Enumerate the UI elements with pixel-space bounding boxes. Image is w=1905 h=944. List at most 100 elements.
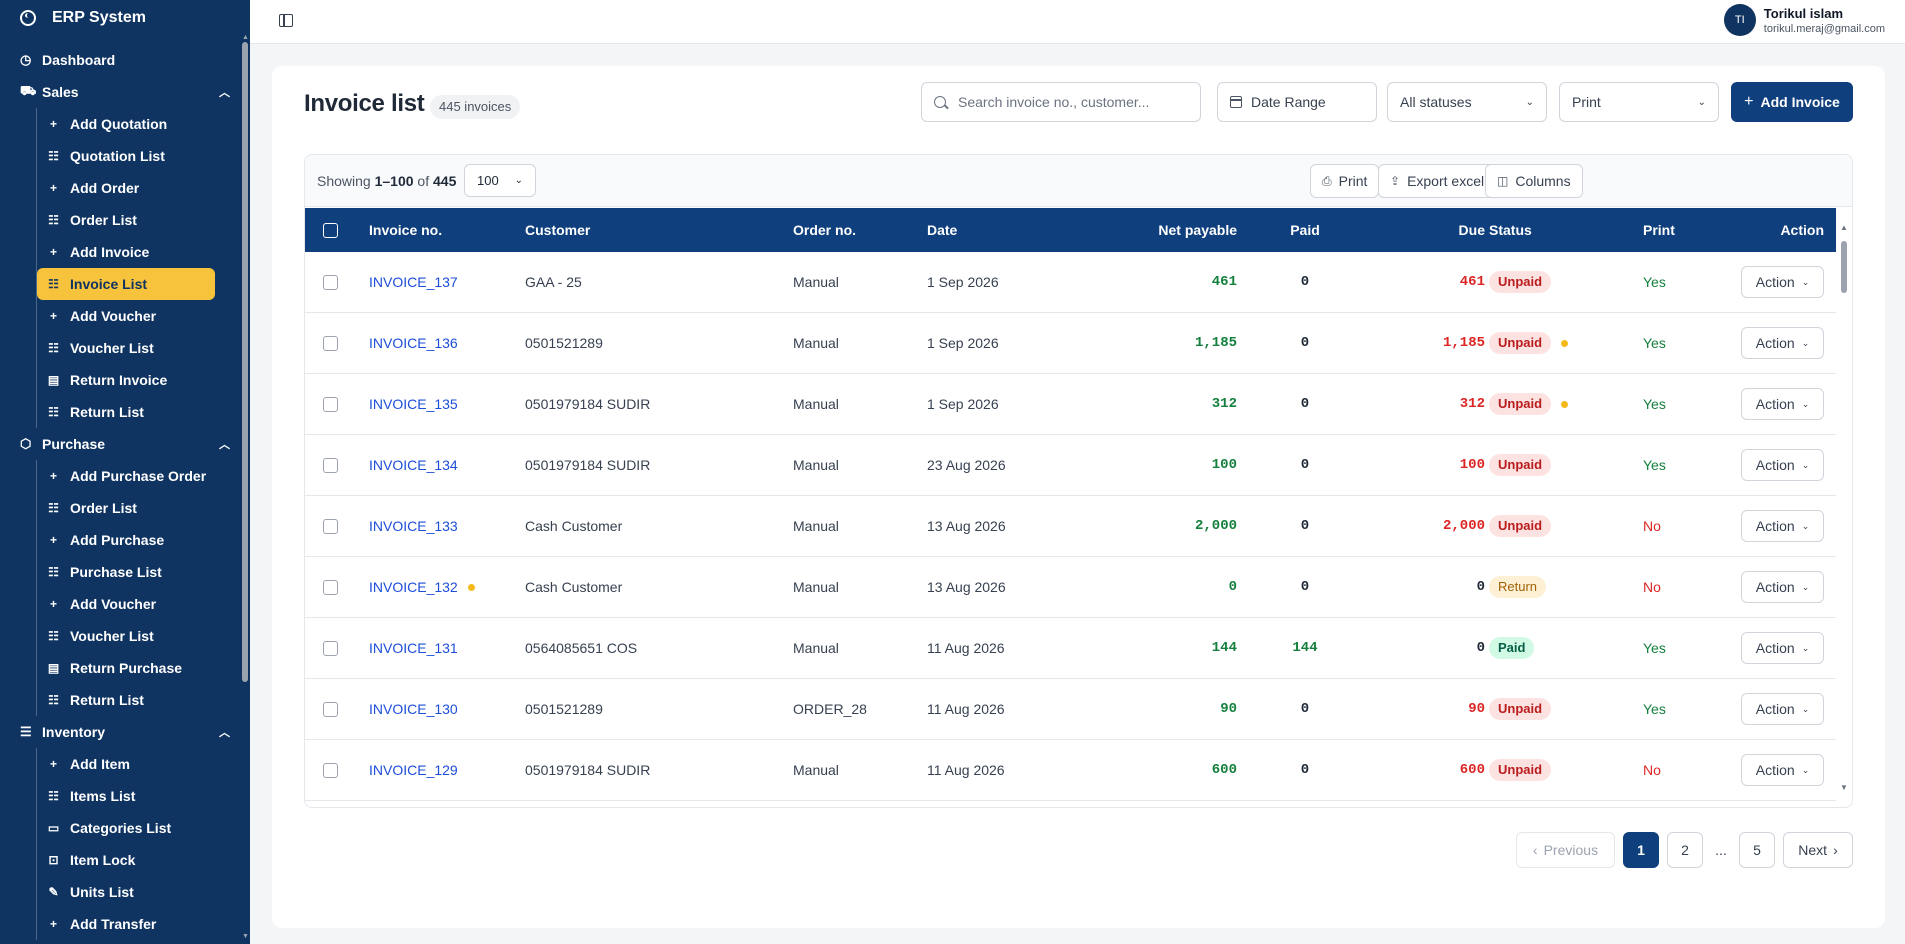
row-checkbox[interactable]: [323, 640, 338, 656]
row-checkbox[interactable]: [323, 274, 338, 290]
sidebar-item-add-voucher[interactable]: + Add Voucher: [37, 300, 215, 332]
scroll-down-icon[interactable]: ▼: [242, 933, 249, 940]
action-dropdown-button[interactable]: Action ⌄: [1741, 632, 1824, 664]
sidebar-item-sales[interactable]: ⛟ Sales ︿: [0, 76, 250, 108]
sidebar-item-voucher-list[interactable]: ☷ Voucher List: [37, 332, 215, 364]
date-range-button[interactable]: Date Range: [1217, 82, 1377, 122]
table-row[interactable]: INVOICE_135 0501979184 SUDIR Manual 1 Sep 2…: [305, 374, 1836, 435]
avatar[interactable]: TI: [1723, 4, 1756, 36]
print-button[interactable]: ⎙ Print: [1310, 164, 1380, 198]
table-scroll-thumb[interactable]: [1841, 241, 1847, 293]
sidebar-scrollbar[interactable]: [242, 42, 248, 682]
invoice-link[interactable]: INVOICE_129: [369, 762, 458, 778]
brand[interactable]: ERP System: [0, 0, 250, 36]
print-filter-select[interactable]: Print ⌄: [1559, 82, 1719, 122]
sidebar-item-invoice-list[interactable]: ☷ Invoice List: [37, 268, 215, 300]
header-net-payable[interactable]: Net payable: [1158, 222, 1237, 238]
sidebar-item-voucher-list[interactable]: ☷ Voucher List: [37, 620, 215, 652]
sidebar-item-quotation-list[interactable]: ☷ Quotation List: [37, 140, 215, 172]
table-scrollbar[interactable]: ▲ ▼: [1840, 223, 1848, 793]
action-dropdown-button[interactable]: Action ⌄: [1741, 388, 1824, 420]
sidebar-item-return-invoice[interactable]: ▤ Return Invoice: [37, 364, 215, 396]
header-invoice-no[interactable]: Invoice no.: [369, 222, 443, 238]
sidebar-item-add-invoice[interactable]: + Add Invoice: [37, 236, 215, 268]
invoice-link[interactable]: INVOICE_136: [369, 335, 458, 351]
row-checkbox[interactable]: [323, 579, 338, 595]
header-due[interactable]: Due: [1458, 222, 1485, 238]
previous-page-button[interactable]: ‹ Previous: [1516, 832, 1615, 868]
header-status[interactable]: Status: [1489, 222, 1532, 238]
action-dropdown-button[interactable]: Action ⌄: [1741, 449, 1824, 481]
table-row[interactable]: INVOICE_130 0501521289 ORDER_28 11 Aug 2026…: [305, 679, 1836, 740]
action-dropdown-button[interactable]: Action ⌄: [1741, 693, 1824, 725]
page-button-5[interactable]: 5: [1739, 832, 1775, 868]
row-checkbox[interactable]: [323, 396, 338, 412]
scroll-up-icon[interactable]: ▲: [242, 34, 249, 41]
table-row[interactable]: INVOICE_136 0501521289 Manual 1 Sep 2026 1,1…: [305, 313, 1836, 374]
search-box[interactable]: [921, 82, 1201, 122]
header-print[interactable]: Print: [1643, 222, 1675, 238]
sidebar-item-order-list[interactable]: ☷ Order List: [37, 492, 215, 524]
row-checkbox[interactable]: [323, 518, 338, 534]
sidebar-item-inventory[interactable]: ☰ Inventory ︿: [0, 716, 250, 748]
invoice-link[interactable]: INVOICE_131: [369, 640, 458, 656]
sidebar-item-return-purchase[interactable]: ▤ Return Purchase: [37, 652, 215, 684]
sidebar-item-add-item[interactable]: + Add Item: [37, 748, 215, 780]
sidebar-item-add-quotation[interactable]: + Add Quotation: [37, 108, 215, 140]
table-row[interactable]: INVOICE_134 0501979184 SUDIR Manual 23 Aug …: [305, 435, 1836, 496]
row-checkbox[interactable]: [323, 335, 338, 351]
export-excel-button[interactable]: ⇪ Export excel: [1378, 164, 1497, 198]
sidebar-item-add-purchase[interactable]: + Add Purchase: [37, 524, 215, 556]
action-dropdown-button[interactable]: Action ⌄: [1741, 510, 1824, 542]
sidebar-item-return-list[interactable]: ☷ Return List: [37, 684, 215, 716]
table-row[interactable]: INVOICE_129 0501979184 SUDIR Manual 11 Aug …: [305, 740, 1836, 801]
sidebar-item-add-order[interactable]: + Add Order: [37, 172, 215, 204]
page-button-2[interactable]: 2: [1667, 832, 1703, 868]
page-button-1[interactable]: 1: [1623, 832, 1659, 868]
sidebar-item-items-list[interactable]: ☷ Items List: [37, 780, 215, 812]
invoice-link[interactable]: INVOICE_130: [369, 701, 458, 717]
invoice-link[interactable]: INVOICE_134: [369, 457, 458, 473]
header-customer[interactable]: Customer: [525, 222, 591, 238]
table-row[interactable]: INVOICE_133 Cash Customer Manual 13 Aug 202…: [305, 496, 1836, 557]
action-dropdown-button[interactable]: Action ⌄: [1741, 571, 1824, 603]
action-dropdown-button[interactable]: Action ⌄: [1741, 266, 1824, 298]
sidebar-item-add-transfer[interactable]: + Add Transfer: [37, 908, 215, 940]
sidebar-item-return-list[interactable]: ☷ Return List: [37, 396, 215, 428]
sidebar-item-add-purchase-order[interactable]: + Add Purchase Order: [37, 460, 215, 492]
action-dropdown-button[interactable]: Action ⌄: [1741, 754, 1824, 786]
header-paid[interactable]: Paid: [1290, 222, 1320, 238]
user-menu[interactable]: TI Torikul islam torikul.meraj@gmail.com: [1723, 4, 1885, 36]
select-all-checkbox[interactable]: [323, 222, 338, 238]
invoice-link[interactable]: INVOICE_137: [369, 274, 458, 290]
header-date[interactable]: Date: [927, 222, 958, 238]
scroll-down-icon[interactable]: ▼: [1840, 783, 1848, 792]
sidebar-item-dashboard[interactable]: ◷ Dashboard: [0, 44, 250, 76]
table-row[interactable]: INVOICE_132 Cash Customer Manual 13 Aug 202…: [305, 557, 1836, 618]
table-row[interactable]: INVOICE_137 GAA - 25 Manual 1 Sep 2026 461 0 4…: [305, 252, 1836, 313]
sidebar-item-categories-list[interactable]: ▭ Categories List: [37, 812, 215, 844]
scroll-up-icon[interactable]: ▲: [1840, 223, 1848, 232]
action-dropdown-button[interactable]: Action ⌄: [1741, 327, 1824, 359]
row-checkbox[interactable]: [323, 457, 338, 473]
sidebar-item-item-lock[interactable]: ⊡ Item Lock: [37, 844, 215, 876]
invoice-link[interactable]: INVOICE_132: [369, 579, 458, 595]
columns-button[interactable]: ◫ Columns: [1485, 164, 1583, 198]
add-invoice-button[interactable]: + Add Invoice: [1731, 82, 1853, 122]
status-filter-select[interactable]: All statuses ⌄: [1387, 82, 1547, 122]
invoice-link[interactable]: INVOICE_133: [369, 518, 458, 534]
search-input[interactable]: [958, 94, 1188, 110]
sidebar-item-units-list[interactable]: ✎ Units List: [37, 876, 215, 908]
invoice-link[interactable]: INVOICE_135: [369, 396, 458, 412]
row-checkbox[interactable]: [323, 762, 338, 778]
sidebar-toggle-icon[interactable]: [279, 14, 293, 27]
next-page-button[interactable]: Next ›: [1783, 832, 1853, 868]
page-size-select[interactable]: 100 ⌄: [464, 164, 536, 197]
sidebar-item-purchase[interactable]: ⬡ Purchase ︿: [0, 428, 250, 460]
sidebar-item-add-voucher[interactable]: + Add Voucher: [37, 588, 215, 620]
sidebar-item-order-list[interactable]: ☷ Order List: [37, 204, 215, 236]
sidebar-item-purchase-list[interactable]: ☷ Purchase List: [37, 556, 215, 588]
header-order-no[interactable]: Order no.: [793, 222, 857, 238]
table-row[interactable]: INVOICE_131 0564085651 COS Manual 11 Aug 20…: [305, 618, 1836, 679]
row-checkbox[interactable]: [323, 701, 338, 717]
